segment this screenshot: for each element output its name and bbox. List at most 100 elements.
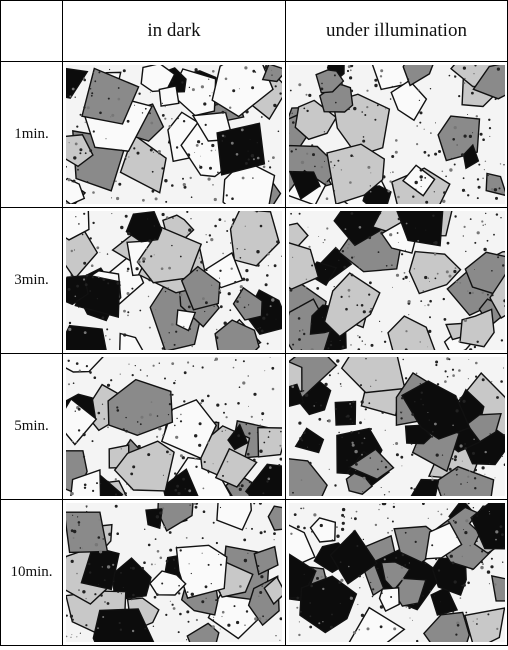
speckle: [455, 537, 456, 538]
speckle: [451, 562, 454, 565]
speckle: [171, 323, 174, 326]
speckle: [290, 150, 292, 152]
speckle: [279, 445, 281, 447]
speckle: [202, 553, 203, 554]
speckle: [359, 587, 360, 588]
speckle: [78, 408, 81, 411]
speckle: [139, 432, 140, 433]
speckle: [341, 508, 344, 511]
speckle: [200, 156, 201, 157]
speckle: [207, 470, 209, 472]
figure-table: in dark under illumination 1min.3min.5mi…: [0, 0, 508, 646]
speckle: [90, 88, 91, 89]
speckle: [72, 181, 73, 182]
speckle: [214, 360, 215, 361]
speckle: [434, 423, 437, 426]
speckle: [171, 245, 172, 246]
speckle: [352, 401, 354, 403]
table-row: 3min.: [1, 208, 508, 354]
speckle: [451, 158, 452, 159]
speckle: [76, 362, 79, 365]
speckle: [362, 477, 365, 480]
speckle: [161, 267, 164, 270]
speckle: [240, 285, 243, 288]
speckle: [233, 367, 235, 369]
speckle: [298, 422, 301, 425]
speckle: [240, 297, 241, 298]
speckle: [420, 392, 422, 394]
crystal: [335, 402, 355, 426]
speckle: [234, 605, 236, 607]
speckle: [358, 575, 360, 577]
speckle: [417, 89, 419, 91]
speckle: [75, 216, 76, 217]
speckle: [489, 433, 490, 434]
speckle: [397, 242, 398, 243]
speckle: [503, 368, 504, 369]
speckle: [71, 560, 74, 563]
speckle: [465, 519, 468, 522]
speckle: [488, 119, 490, 121]
speckle: [133, 147, 135, 149]
speckle: [401, 465, 402, 466]
speckle: [443, 191, 446, 194]
speckle: [219, 291, 221, 293]
speckle: [300, 508, 302, 510]
speckle: [452, 138, 455, 141]
speckle: [399, 82, 401, 84]
speckle: [196, 619, 198, 621]
speckle: [387, 532, 389, 534]
speckle: [339, 603, 340, 604]
speckle: [151, 401, 153, 403]
speckle: [487, 613, 489, 615]
speckle: [448, 275, 451, 278]
speckle: [471, 569, 472, 570]
speckle: [459, 282, 461, 284]
speckle: [485, 213, 486, 214]
speckle: [239, 88, 240, 89]
speckle: [353, 107, 356, 110]
speckle: [380, 487, 381, 488]
speckle: [370, 308, 371, 309]
speckle: [354, 450, 357, 453]
speckle: [300, 479, 302, 481]
speckle: [335, 102, 337, 104]
speckle: [240, 289, 242, 291]
speckle: [222, 140, 223, 141]
speckle: [362, 136, 364, 138]
speckle: [174, 472, 176, 474]
speckle: [308, 94, 311, 97]
speckle: [312, 153, 315, 156]
speckle: [391, 155, 394, 158]
micrograph: [66, 503, 282, 642]
speckle: [273, 532, 276, 535]
speckle: [302, 330, 303, 331]
speckle: [490, 565, 493, 568]
speckle: [302, 390, 304, 392]
speckle: [265, 66, 268, 69]
speckle: [395, 139, 398, 142]
speckle: [203, 488, 205, 490]
speckle: [142, 112, 143, 113]
speckle: [73, 382, 75, 384]
speckle: [222, 253, 224, 255]
speckle: [450, 551, 451, 552]
speckle: [156, 593, 159, 596]
speckle: [77, 516, 78, 517]
speckle: [180, 454, 183, 457]
speckle: [456, 145, 457, 146]
speckle: [478, 474, 479, 475]
speckle: [418, 100, 419, 101]
speckle: [345, 308, 348, 311]
speckle: [478, 164, 480, 166]
speckle: [409, 618, 410, 619]
speckle: [428, 420, 429, 421]
speckle: [249, 481, 251, 483]
speckle: [472, 507, 473, 508]
speckle: [183, 326, 185, 328]
speckle: [158, 150, 161, 153]
speckle: [268, 265, 269, 266]
speckle: [416, 125, 418, 127]
speckle: [100, 483, 101, 484]
speckle: [334, 484, 336, 486]
